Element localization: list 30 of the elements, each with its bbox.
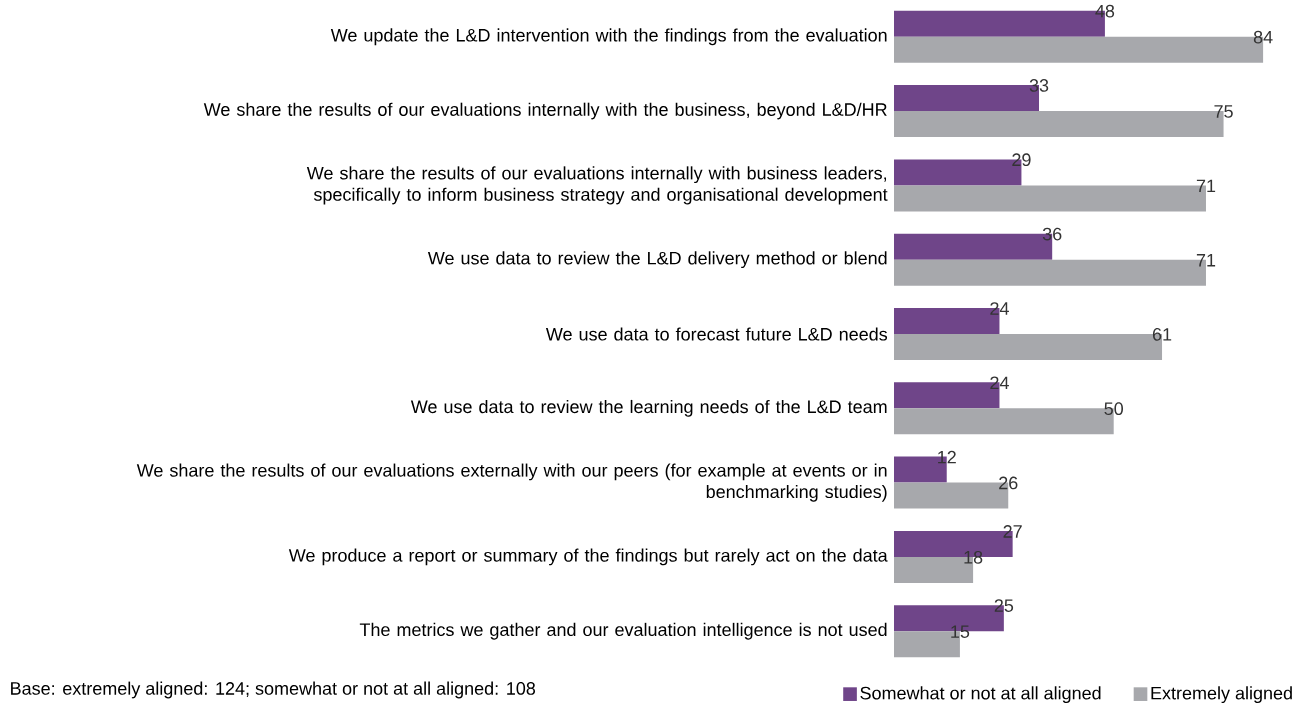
y-tick-label: We update the L&D intervention with the findings from the evaluation bbox=[330, 28, 887, 46]
data-label: 25 bbox=[994, 599, 1014, 612]
y-tick-label: We use data to review the L&D delivery method or blend bbox=[427, 251, 887, 269]
y-tick-label: We use data to review the learning needs of the L&D team bbox=[410, 399, 887, 417]
data-label: 61 bbox=[1152, 327, 1172, 341]
data-label: 24 bbox=[990, 376, 1009, 390]
legend-label: Extremely aligned bbox=[1151, 686, 1292, 704]
y-tick-label: We use data to forecast future L&D needs bbox=[545, 327, 888, 341]
data-label: 18 bbox=[964, 550, 983, 564]
data-label: 12 bbox=[938, 450, 956, 464]
data-label: 71 bbox=[1196, 179, 1216, 193]
y-tick-label: The metrics we gather and our evaluation intelligence is not used bbox=[359, 622, 887, 640]
data-label: 84 bbox=[1253, 30, 1273, 44]
legend-label: Somewhat or not at all aligned bbox=[860, 686, 1101, 704]
data-label: 15 bbox=[951, 625, 970, 638]
data-label: 75 bbox=[1214, 105, 1233, 118]
data-label: 50 bbox=[1104, 402, 1124, 416]
data-label: 71 bbox=[1196, 254, 1216, 267]
data-label: 26 bbox=[999, 476, 1018, 490]
y-tick-label: We share the results of our evaluations internally with business leaders, specifically to inform business strategy and organisational development bbox=[306, 166, 888, 205]
y-tick-label: We share the results of our evaluations internally with the business, beyond L&D/HR bbox=[203, 102, 887, 120]
data-label: 33 bbox=[1029, 79, 1049, 92]
data-label: 29 bbox=[1012, 153, 1031, 167]
data-label: 24 bbox=[990, 302, 1009, 315]
data-label: 36 bbox=[1042, 227, 1062, 241]
y-tick-label: We produce a report or summary of the findings but rarely act on the data bbox=[288, 548, 888, 566]
data-label: 48 bbox=[1095, 4, 1115, 18]
text: Base: extremely aligned: 124; somewhat or not at all aligned: 108 bbox=[11, 681, 536, 699]
data-label: 27 bbox=[1003, 525, 1022, 538]
y-tick-label: We share the results of our evaluations externally with our peers (for example at events or in benchmarking studies) bbox=[136, 463, 887, 502]
